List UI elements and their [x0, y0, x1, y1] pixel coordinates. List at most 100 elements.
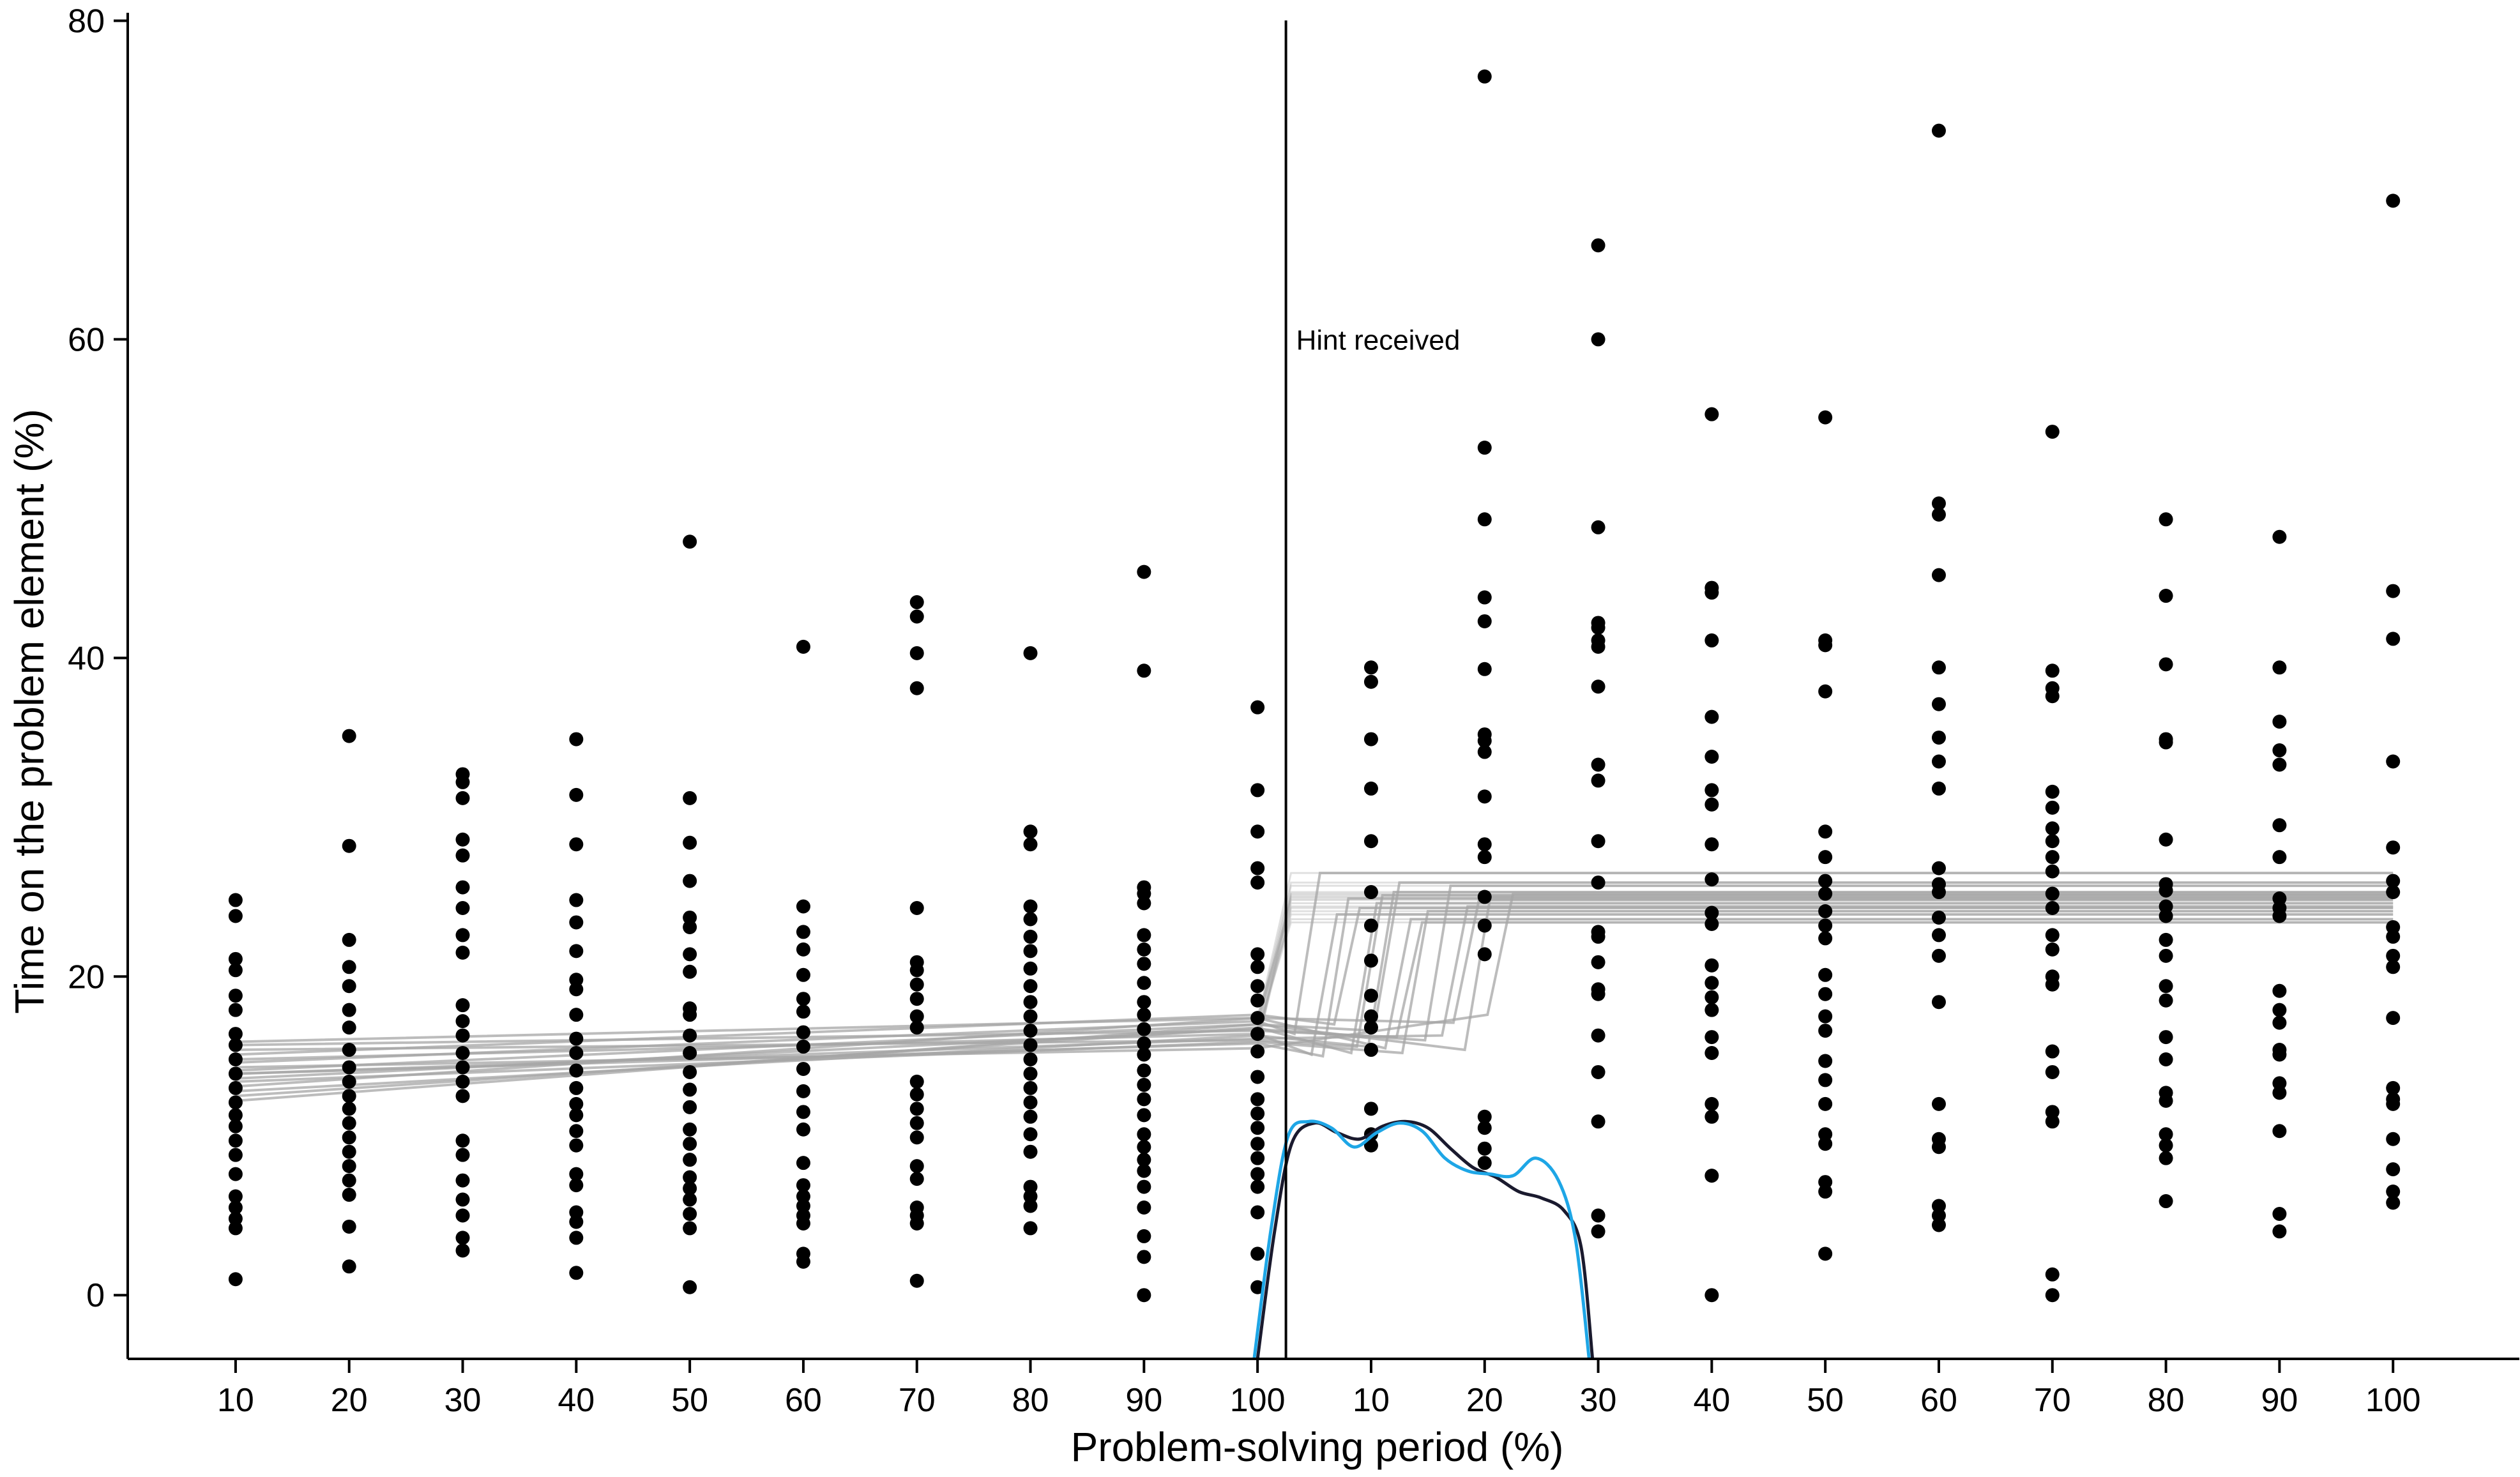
- data-point: [1704, 580, 1719, 595]
- data-point: [342, 932, 356, 947]
- data-point: [569, 1205, 584, 1220]
- data-point: [1931, 1199, 1946, 1213]
- data-point: [796, 1025, 810, 1040]
- data-point: [1591, 238, 1605, 253]
- data-point: [1250, 875, 1265, 890]
- data-point: [228, 1201, 243, 1215]
- data-point: [1818, 987, 1833, 1001]
- data-point: [2159, 1086, 2173, 1100]
- data-point: [1818, 633, 1833, 648]
- data-point: [1137, 1163, 1151, 1178]
- x-tick-label: 20: [331, 1382, 368, 1419]
- fit-line: [235, 895, 2394, 1072]
- data-point: [455, 848, 470, 863]
- data-point: [1704, 1109, 1719, 1124]
- data-point: [1818, 1175, 1833, 1190]
- data-point: [569, 893, 584, 907]
- data-point: [455, 832, 470, 847]
- data-point: [1250, 1151, 1265, 1165]
- data-point: [1931, 861, 1946, 875]
- data-point: [569, 1124, 584, 1139]
- fit-line-alt: [1256, 894, 2394, 1041]
- y-tick-label: 80: [68, 3, 105, 40]
- data-point: [1250, 1070, 1265, 1084]
- data-point: [342, 1060, 356, 1075]
- data-point: [1137, 1022, 1151, 1036]
- data-point: [1591, 834, 1605, 849]
- data-point: [1591, 1208, 1605, 1223]
- data-point: [342, 729, 356, 743]
- data-point: [1250, 783, 1265, 798]
- data-point: [1137, 957, 1151, 971]
- data-point: [2159, 1052, 2173, 1067]
- data-point: [228, 909, 243, 923]
- x-tick-label: 60: [1920, 1382, 1957, 1419]
- data-point: [2159, 832, 2173, 847]
- data-point: [2159, 732, 2173, 746]
- data-point: [455, 1208, 470, 1223]
- data-point: [1704, 797, 1719, 812]
- data-point: [909, 1074, 924, 1089]
- data-point: [1250, 979, 1265, 994]
- data-point: [1591, 1028, 1605, 1043]
- data-point: [1023, 837, 1038, 852]
- data-point: [1250, 1167, 1265, 1181]
- data-point: [1137, 976, 1151, 990]
- data-point: [228, 1119, 243, 1133]
- fit-line-alt: [1256, 884, 2394, 1029]
- data-point: [2386, 1080, 2401, 1095]
- data-point: [2272, 1124, 2287, 1139]
- data-point: [683, 1100, 697, 1114]
- data-point: [1023, 1179, 1038, 1194]
- data-point: [2386, 1132, 2401, 1146]
- data-point: [1363, 1020, 1378, 1035]
- data-point: [1363, 918, 1378, 933]
- data-point: [1704, 407, 1719, 421]
- fit-line-alt: [1256, 913, 2394, 1034]
- scatter-points-group: [228, 69, 2401, 1303]
- data-point: [909, 1201, 924, 1215]
- data-point: [1363, 732, 1378, 746]
- data-point: [342, 1173, 356, 1188]
- data-point: [1704, 905, 1719, 920]
- fit-lines-group: [235, 872, 2394, 1102]
- data-point: [909, 977, 924, 992]
- data-point: [1023, 1080, 1038, 1095]
- x-tick-label: 100: [1230, 1382, 1286, 1419]
- data-point: [1023, 1221, 1038, 1236]
- data-point: [1818, 1246, 1833, 1261]
- data-point: [2386, 632, 2401, 646]
- density-curves-group: [1252, 1119, 1595, 1359]
- data-point: [1477, 1109, 1492, 1124]
- data-point: [1591, 955, 1605, 969]
- data-point: [1137, 1288, 1151, 1303]
- data-point: [1250, 1027, 1265, 1041]
- density-curve-dark: [1256, 1119, 1595, 1359]
- fit-line: [235, 921, 2394, 1047]
- data-point: [1931, 754, 1946, 769]
- data-point: [1931, 910, 1946, 925]
- data-point: [796, 1004, 810, 1019]
- data-point: [2045, 834, 2060, 849]
- data-point: [683, 1064, 697, 1079]
- data-point: [1704, 1096, 1719, 1111]
- data-point: [1023, 1024, 1038, 1038]
- data-point: [1818, 1127, 1833, 1142]
- y-axis-ticks: 0 20 40 60 80: [68, 3, 128, 1314]
- data-point: [2045, 821, 2060, 836]
- data-point: [1931, 948, 1946, 963]
- data-point: [1250, 1205, 1265, 1220]
- data-point: [455, 1231, 470, 1245]
- fit-line-alt: [1256, 899, 2394, 1019]
- data-point: [1931, 1132, 1946, 1146]
- data-point: [2386, 754, 2401, 769]
- data-point: [1931, 568, 1946, 582]
- data-point: [455, 945, 470, 960]
- data-point: [683, 534, 697, 549]
- y-tick-label: 20: [68, 958, 105, 996]
- data-point: [1818, 824, 1833, 839]
- data-point: [1137, 1229, 1151, 1243]
- fit-line: [235, 894, 2394, 1052]
- x-tick-label: 40: [1693, 1382, 1730, 1419]
- data-point: [1704, 1288, 1719, 1303]
